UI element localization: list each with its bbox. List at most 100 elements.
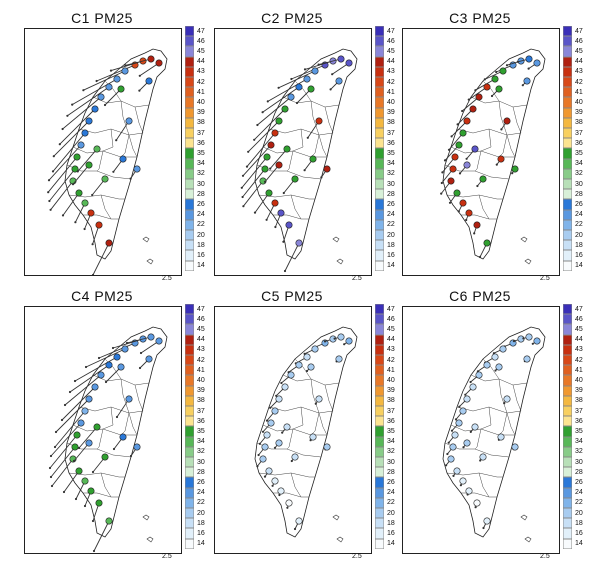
colorbar-segment [375, 508, 384, 519]
wind-vector-tip [49, 475, 53, 479]
wind-vector-tip [112, 447, 116, 451]
colorbar-segment [563, 77, 572, 88]
colorbar-label: 28 [197, 468, 205, 476]
colorbar-label: 35 [387, 149, 395, 157]
colorbar-label: 32 [197, 448, 205, 456]
wind-vector-tip [242, 205, 245, 208]
wind-vector [63, 470, 80, 493]
colorbar-label: 20 [387, 509, 395, 517]
colorbar-segment [375, 168, 384, 179]
station-marker [155, 59, 163, 67]
station-marker [469, 383, 477, 391]
panel-title: C2 PM25 [261, 10, 323, 26]
colorbar-segment [563, 344, 572, 355]
station-marker [259, 455, 267, 463]
colorbar-segment [185, 219, 194, 230]
colorbar-label: 32 [387, 448, 395, 456]
station-marker [447, 455, 455, 463]
county-boundary [318, 134, 328, 158]
county-boundary [506, 412, 516, 436]
county-boundary [478, 472, 490, 498]
wind-vector-tip [97, 356, 101, 360]
wind-vector-tip [54, 430, 58, 434]
station-marker [285, 221, 293, 229]
station-marker [345, 337, 353, 345]
colorbar-segment [185, 355, 194, 366]
station-marker [119, 433, 127, 441]
wind-vector-tip [447, 441, 450, 444]
colorbar-segment [185, 314, 194, 325]
scale-label: 2.5 [162, 553, 172, 560]
station-marker [101, 453, 109, 461]
colorbar-segment [563, 250, 572, 261]
colorbar-label: 24 [387, 211, 395, 219]
coastline [442, 326, 546, 538]
colorbar-segment [375, 128, 384, 139]
colorbar-label: 26 [575, 478, 583, 486]
colorbar-label: 32 [197, 170, 205, 178]
wind-vector [54, 410, 86, 448]
wind-vector [52, 132, 86, 172]
colorbar-label: 47 [197, 27, 205, 35]
wind-vector-tip [271, 484, 274, 487]
station-marker [77, 419, 85, 427]
wind-vector [51, 458, 74, 487]
wind-vector-tip [83, 504, 87, 508]
wind-vector-tip [343, 343, 346, 346]
colorbar-segment [185, 324, 194, 335]
county-boundary [324, 384, 334, 412]
wind-vector-tip [253, 138, 256, 141]
county-boundary [482, 80, 500, 102]
wind-vector-tip [458, 172, 462, 175]
wind-vector-tip [115, 415, 119, 419]
colorbar-label: 41 [575, 366, 583, 374]
wind-vector-tip [495, 163, 498, 166]
map-panel: C3 PM25 47 46 45 44 43 42 41 40 39 38 37 36 35 34 32 30 2… [400, 8, 590, 282]
colorbar-label: 40 [575, 376, 583, 384]
wind-vector-tip [91, 470, 95, 474]
colorbar-label: 20 [575, 231, 583, 239]
station-marker [95, 499, 103, 507]
colorbar-label: 41 [575, 88, 583, 96]
colorbar-segment [375, 446, 384, 457]
station-marker [459, 477, 467, 485]
colorbar-segment [563, 107, 572, 118]
station-marker [85, 395, 93, 403]
colorbar-label: 14 [387, 540, 395, 548]
wind-vector [461, 96, 480, 112]
colorbar-label: 18 [197, 241, 205, 249]
colorbar-segment [375, 189, 384, 200]
station-marker [465, 209, 473, 217]
wind-vector-tip [71, 103, 74, 106]
colorbar-label: 32 [575, 170, 583, 178]
colorbar-label: 40 [387, 98, 395, 106]
scale-label: 2.5 [540, 553, 550, 560]
wind-vector-tip [494, 369, 497, 372]
county-boundary [72, 146, 137, 158]
colorbar-segment [375, 148, 384, 159]
station-marker [459, 407, 467, 415]
wind-vector [67, 86, 110, 117]
colorbar-segment [185, 230, 194, 241]
wind-vector-tip [457, 210, 460, 213]
colorbar-label: 39 [575, 387, 583, 395]
station-marker [263, 153, 271, 161]
island [142, 236, 150, 243]
colorbar-segment [563, 128, 572, 139]
colorbar-segment [563, 260, 572, 271]
station-marker [81, 407, 89, 415]
wind-vector-tip [71, 183, 75, 186]
colorbar-segment [563, 26, 572, 37]
station-marker [271, 199, 279, 207]
wind-vector-tip [500, 128, 503, 131]
station-marker [525, 55, 533, 63]
colorbar-segment [375, 240, 384, 251]
station-marker [271, 129, 279, 137]
station-marker [75, 467, 83, 475]
colorbar-segment [185, 467, 194, 478]
wind-vector-tip [84, 365, 88, 369]
panel-title: C5 PM25 [261, 288, 323, 304]
wind-vector [264, 164, 280, 183]
wind-vector [318, 58, 342, 66]
station-marker [303, 75, 311, 83]
